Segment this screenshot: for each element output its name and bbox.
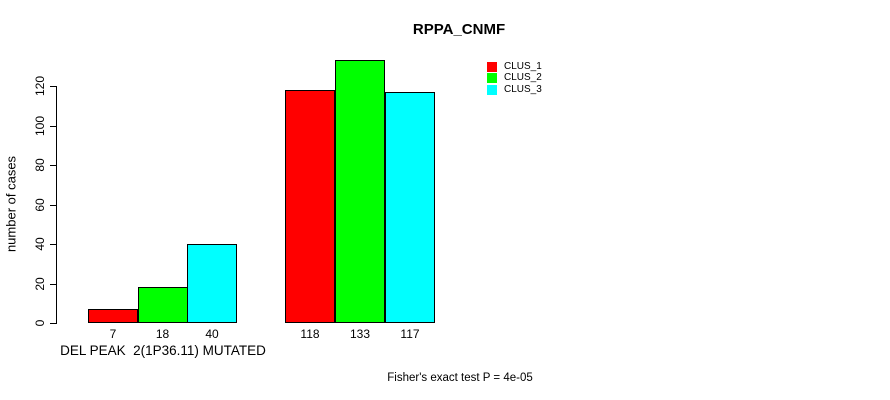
legend-label-clus_1: CLUS_1 bbox=[504, 60, 542, 72]
bar-value-label-clus_2-group2: 133 bbox=[349, 327, 371, 341]
y-axis-label: number of cases bbox=[3, 155, 19, 253]
bar-clus_2-group1 bbox=[137, 287, 188, 323]
x-axis-label: DEL PEAK 2(1P36.11) MUTATED bbox=[60, 343, 266, 358]
legend-row-clus_3: CLUS_3 bbox=[487, 84, 542, 96]
y-tick-80 bbox=[50, 165, 56, 166]
chart-title: RPPA_CNMF bbox=[412, 21, 506, 38]
legend-swatch-clus_3 bbox=[487, 84, 497, 95]
y-tick-label-60: 60 bbox=[33, 197, 47, 212]
bar-clus_1-group2 bbox=[285, 90, 335, 323]
legend-row-clus_2: CLUS_2 bbox=[487, 73, 542, 85]
y-tick-120 bbox=[50, 86, 56, 87]
y-tick-100 bbox=[50, 125, 56, 127]
bar-clus_2-group2 bbox=[335, 60, 385, 323]
y-tick-20 bbox=[50, 283, 56, 285]
y-tick-label-100: 100 bbox=[33, 115, 47, 136]
bar-value-label-clus_1-group1: 7 bbox=[109, 327, 117, 341]
y-axis-line bbox=[56, 86, 57, 324]
y-tick-60 bbox=[50, 204, 56, 206]
bar-value-label-clus_2-group1: 18 bbox=[155, 327, 170, 341]
bar-clus_3-group2 bbox=[385, 92, 435, 323]
bar-value-label-clus_3-group1: 40 bbox=[205, 327, 219, 341]
legend: CLUS_1 CLUS_2 CLUS_3 bbox=[487, 61, 542, 96]
y-tick-label-40: 40 bbox=[33, 237, 47, 251]
bar-clus_1-group1 bbox=[88, 309, 138, 323]
legend-swatch-clus_2 bbox=[487, 73, 497, 84]
legend-swatch-clus_1 bbox=[487, 61, 497, 72]
legend-label-clus_3: CLUS_3 bbox=[504, 83, 542, 95]
bar-clus_3-group1 bbox=[187, 244, 237, 323]
y-tick-0 bbox=[50, 323, 56, 324]
legend-row-clus_1: CLUS_1 bbox=[487, 61, 542, 73]
y-tick-label-120: 120 bbox=[33, 75, 47, 97]
bar-value-label-clus_1-group2: 118 bbox=[300, 327, 320, 341]
y-tick-40 bbox=[50, 244, 56, 245]
y-tick-label-0: 0 bbox=[33, 319, 47, 327]
y-tick-label-20: 20 bbox=[33, 276, 47, 291]
bar-value-label-clus_3-group2: 117 bbox=[400, 327, 420, 341]
annotation-text: Fisher's exact test P = 4e-05 bbox=[387, 372, 533, 384]
y-tick-label-80: 80 bbox=[33, 158, 47, 172]
legend-label-clus_2: CLUS_2 bbox=[504, 72, 542, 84]
